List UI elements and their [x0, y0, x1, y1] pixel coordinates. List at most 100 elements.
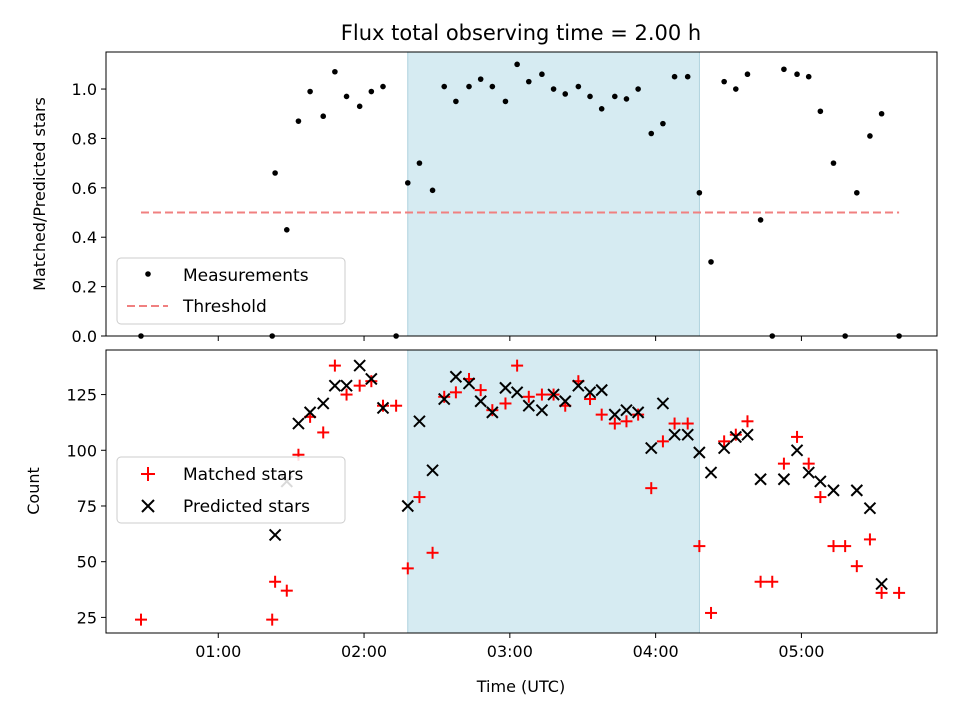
matched-star-point	[486, 404, 499, 417]
measurement-point	[356, 103, 363, 110]
matched-star-point	[754, 575, 767, 588]
matched-star-point	[522, 390, 535, 403]
measurement-point	[805, 73, 812, 80]
measurement-point	[502, 98, 509, 105]
matched-star-point	[608, 417, 621, 430]
bottom-y-tick-label: 25	[77, 608, 97, 627]
predicted-star-point	[645, 441, 658, 455]
predicted-star-point	[875, 577, 888, 591]
matched-star-point	[802, 457, 815, 470]
measurement-point	[854, 189, 860, 196]
matched-star-point	[377, 399, 389, 412]
x-tick-label: 03:00	[487, 642, 533, 661]
predicted-star-point	[486, 406, 499, 419]
predicted-star-point	[790, 444, 804, 457]
matched-star-point	[449, 386, 462, 399]
legend-predicted-marker	[141, 499, 155, 513]
measurement-point	[416, 160, 423, 166]
predicted-star-point	[376, 401, 390, 415]
predicted-star-point	[449, 370, 463, 383]
matched-star-point	[317, 426, 330, 439]
matched-star-point	[814, 491, 827, 504]
measurement-point	[744, 71, 751, 78]
measurement-point	[429, 187, 436, 194]
measurement-point	[781, 66, 787, 73]
matched-star-point	[353, 379, 366, 392]
measurement-point	[671, 73, 678, 80]
predicted-star-point	[814, 475, 827, 488]
legend-matched-label: Matched stars	[183, 465, 303, 485]
measurement-point	[635, 86, 641, 92]
bottom-legend-box	[116, 456, 346, 524]
measurement-point	[830, 160, 837, 166]
predicted-star-point	[340, 379, 353, 392]
measurement-point	[404, 180, 411, 186]
measurement-point	[794, 71, 800, 78]
matched-star-point	[718, 435, 731, 448]
predicted-star-point	[426, 464, 439, 477]
measurement-point	[453, 98, 459, 105]
measurement-point	[525, 78, 532, 85]
matched-star-point	[535, 388, 548, 401]
legend-measurements-marker	[145, 271, 151, 277]
measurement-point	[295, 118, 302, 124]
measurement-point	[514, 61, 520, 68]
measurement-point	[368, 88, 375, 95]
predicted-star-point	[268, 528, 282, 542]
matched-stars-series	[134, 359, 906, 626]
top-axes-frame	[105, 51, 938, 337]
predicted-star-point	[620, 403, 633, 417]
matched-star-point	[340, 388, 353, 401]
x-tick-label: 01:00	[195, 642, 241, 661]
predicted-star-point	[704, 466, 718, 479]
matched-star-point	[595, 408, 608, 421]
bottom-y-tick-label: 50	[77, 553, 97, 572]
predicted-star-point	[413, 415, 426, 428]
predicted-star-point	[510, 386, 524, 399]
predicted-star-point	[608, 408, 622, 421]
bottom-y-axis-label: Count	[24, 467, 43, 515]
measurement-point	[878, 110, 885, 117]
matched-star-point	[850, 560, 863, 573]
chart-title: Flux total observing time = 2.00 h	[341, 21, 701, 45]
predicted-star-point	[328, 379, 342, 392]
measurement-point	[696, 189, 703, 196]
matched-star-point	[266, 613, 279, 626]
top-y-tick-label: 1.0	[72, 80, 97, 99]
matched-star-point	[681, 417, 694, 430]
top-legend: Measurements Threshold	[116, 257, 346, 325]
predicted-star-point	[777, 473, 791, 486]
legend-matched-marker	[141, 467, 155, 481]
measurement-point	[343, 93, 350, 100]
legend-measurements-label: Measurements	[183, 266, 309, 286]
matched-star-point	[280, 584, 293, 597]
x-tick-label: 04:00	[633, 642, 679, 661]
matched-star-point	[511, 359, 524, 372]
predicted-star-point	[353, 359, 366, 372]
predicted-star-point	[863, 502, 877, 515]
predicted-star-point	[850, 484, 864, 497]
top-y-tick-label: 0.4	[72, 228, 97, 247]
matched-star-point	[656, 435, 669, 448]
measurement-point	[380, 83, 386, 90]
measurement-point	[489, 83, 496, 90]
measurement-point	[598, 106, 605, 112]
measurement-point	[441, 83, 448, 90]
measurement-point	[466, 83, 472, 90]
matched-star-point	[620, 415, 633, 428]
measurement-point	[562, 91, 569, 97]
bottom-y-tick-label: 125	[66, 386, 97, 405]
matched-star-point	[413, 491, 426, 504]
predicted-star-point	[401, 499, 414, 513]
matched-star-point	[269, 575, 282, 588]
predicted-star-point	[559, 395, 572, 408]
matched-star-point	[365, 375, 378, 388]
measurement-point	[660, 120, 666, 127]
measurement-point	[684, 73, 691, 80]
predicted-star-point	[802, 466, 815, 479]
predicted-star-point	[693, 446, 706, 459]
predicted-star-point	[365, 372, 378, 386]
matched-star-point	[729, 428, 742, 441]
legend-predicted-label: Predicted stars	[183, 497, 310, 517]
predicted-star-point	[547, 388, 560, 401]
